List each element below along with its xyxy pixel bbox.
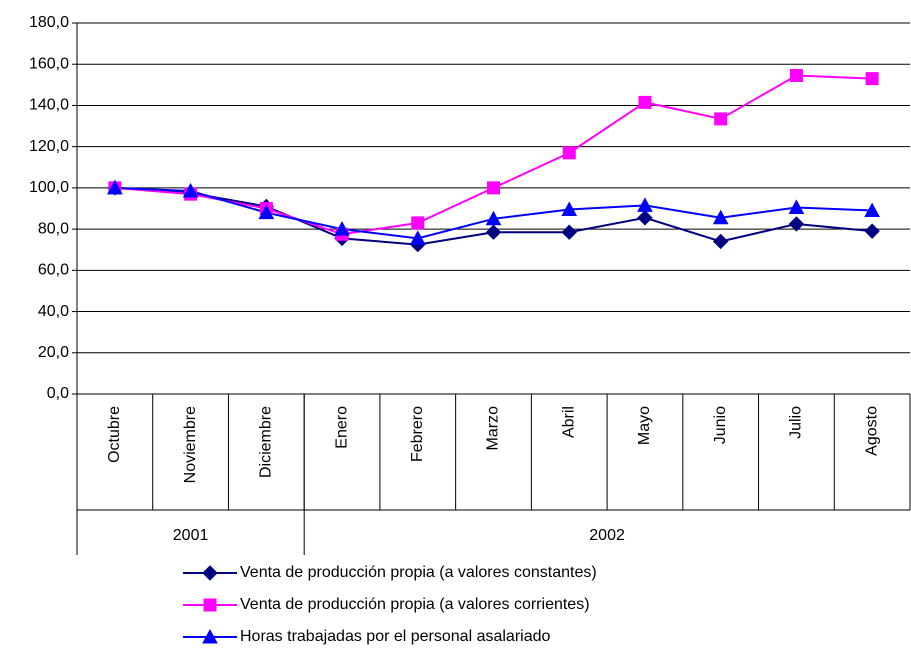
triangle-marker <box>864 202 880 218</box>
x-tick-label: Agosto <box>863 406 880 456</box>
triangle-marker <box>409 230 426 245</box>
x-tick-label: Mayo <box>636 406 653 445</box>
square-marker <box>487 181 500 195</box>
diamond-marker <box>561 224 577 240</box>
x-tick-label: Diciembre <box>258 406 275 478</box>
legend-marker <box>203 598 217 612</box>
triangle-marker <box>561 201 578 217</box>
legend-marker <box>202 565 218 581</box>
y-tick-label: 100,0 <box>29 179 69 196</box>
triangle-marker <box>182 182 199 198</box>
diamond-marker <box>712 233 729 250</box>
y-tick-label: 120,0 <box>29 138 69 155</box>
legend-label: Venta de producción propia (a valores co… <box>240 564 597 581</box>
triangle-marker <box>485 210 502 226</box>
legend-label: Horas trabajadas por el personal asalari… <box>240 628 551 645</box>
y-tick-label: 140,0 <box>29 97 69 114</box>
square-marker <box>789 69 803 83</box>
y-tick-label: 180,0 <box>29 14 69 31</box>
x-tick-label: Octubre <box>106 406 123 463</box>
triangle-marker <box>334 221 350 236</box>
x-tick-label: Enero <box>333 406 350 449</box>
square-marker <box>411 216 425 230</box>
square-marker <box>865 72 879 86</box>
x-tick-label: Febrero <box>409 406 426 462</box>
x-tick-label: Junio <box>712 406 729 444</box>
y-tick-label: 80,0 <box>38 220 69 237</box>
diamond-marker <box>485 224 502 240</box>
triangle-marker <box>788 199 805 214</box>
square-marker <box>562 146 576 160</box>
diamond-marker <box>788 216 805 232</box>
y-tick-label: 0,0 <box>47 385 69 402</box>
y-tick-label: 160,0 <box>29 55 69 72</box>
triangle-marker <box>637 197 653 212</box>
legend-marker <box>202 628 218 644</box>
y-tick-label: 40,0 <box>38 303 69 320</box>
diamond-marker <box>864 223 880 239</box>
group-label: 2001 <box>173 527 209 544</box>
triangle-marker <box>712 209 729 225</box>
square-marker <box>714 112 728 126</box>
square-marker <box>638 95 652 109</box>
y-tick-label: 60,0 <box>38 262 69 279</box>
x-tick-label: Abril <box>560 406 577 438</box>
legend-label: Venta de producción propia (a valores co… <box>240 596 590 613</box>
triangle-marker <box>258 204 275 220</box>
triangle-marker <box>107 179 123 195</box>
group-label: 2002 <box>589 527 625 544</box>
x-tick-label: Julio <box>788 406 805 439</box>
diamond-marker <box>637 210 653 226</box>
series-line <box>114 74 873 236</box>
y-tick-label: 20,0 <box>38 344 69 361</box>
x-tick-label: Marzo <box>485 406 502 451</box>
x-tick-label: Noviembre <box>182 406 199 483</box>
